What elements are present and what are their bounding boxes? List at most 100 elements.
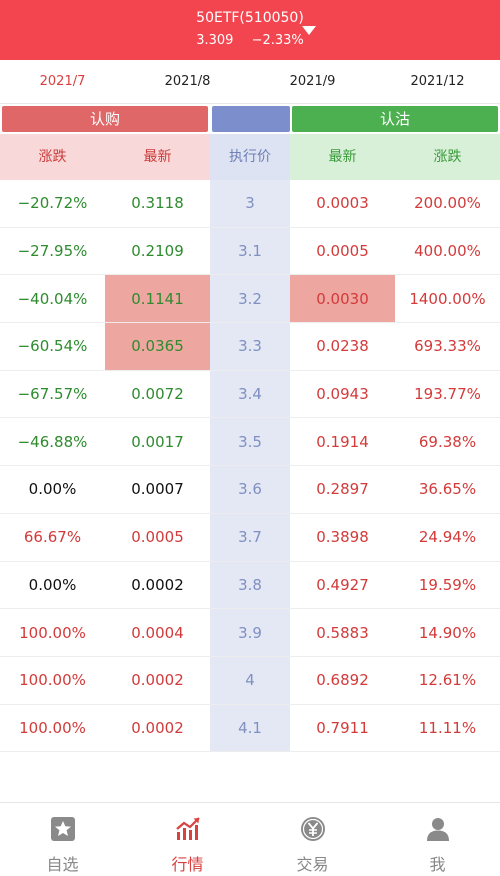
tab-month-3[interactable]: 2021/9 (289, 74, 336, 89)
column-headers: 涨跌 最新 执行价 最新 涨跌 (0, 134, 500, 180)
strike-cell: 3.3 (210, 323, 290, 370)
call-latest-cell[interactable]: 0.2109 (131, 242, 184, 261)
table-row[interactable]: −40.04% 0.1141 3.2 0.0030 1400.00% (0, 275, 500, 324)
app-header: 50ETF(510050) 3.309 −2.33% (0, 0, 500, 60)
call-latest-cell[interactable]: 0.0007 (131, 480, 184, 499)
yen-coin-icon (300, 817, 325, 841)
put-latest-cell[interactable]: 0.0943 (316, 385, 369, 404)
table-row[interactable]: 66.67% 0.0005 3.7 0.3898 24.94% (0, 513, 500, 562)
table-row[interactable]: 100.00% 0.0002 4.1 0.7911 11.11% (0, 704, 500, 753)
call-latest-cell[interactable]: 0.0017 (131, 432, 184, 451)
strike-cell: 4.1 (210, 704, 290, 752)
header-strike[interactable]: 执行价 (210, 134, 290, 180)
table-row[interactable]: −27.95% 0.2109 3.1 0.0005 400.00% (0, 227, 500, 276)
put-change-cell: 19.59% (418, 575, 477, 594)
call-latest-cell[interactable]: 0.0005 (131, 528, 184, 547)
put-latest-cell[interactable]: 0.0003 (316, 194, 369, 213)
put-latest-cell-highlighted[interactable]: 0.0030 (290, 275, 395, 323)
call-latest-cell[interactable]: 0.0002 (131, 718, 184, 737)
put-latest-cell[interactable]: 0.0005 (316, 242, 369, 261)
put-change-cell: 200.00% (414, 194, 481, 213)
call-change-cell: 100.00% (19, 718, 86, 737)
put-latest-cell[interactable]: 0.6892 (316, 671, 369, 690)
put-latest-cell[interactable]: 0.7911 (316, 718, 369, 737)
call-latest-cell-highlighted[interactable]: 0.1141 (105, 275, 210, 323)
put-change-cell: 36.65% (418, 480, 477, 499)
user-icon (426, 818, 449, 841)
call-change-cell: −60.54% (17, 337, 88, 356)
strike-cell: 3.5 (210, 418, 290, 466)
strike-cell: 3.9 (210, 609, 290, 656)
underlying-price: 3.309 (196, 33, 234, 48)
tab-me[interactable]: 我 (375, 803, 500, 876)
underlying-change: −2.33% (251, 33, 304, 48)
call-band: 认购 (2, 106, 208, 132)
tab-label: 我 (429, 855, 446, 874)
star-icon (50, 817, 75, 841)
table-row[interactable]: 0.00% 0.0002 3.8 0.4927 19.59% (0, 561, 500, 610)
call-latest-cell[interactable]: 0.0072 (131, 385, 184, 404)
put-latest-cell[interactable]: 0.4927 (316, 575, 369, 594)
call-change-cell: 0.00% (28, 575, 77, 594)
call-change-cell: −20.72% (17, 194, 88, 213)
put-latest-cell[interactable]: 0.0238 (316, 337, 369, 356)
tab-label: 交易 (296, 855, 329, 874)
strike-cell: 4 (210, 656, 290, 704)
strike-band (212, 106, 290, 132)
table-row[interactable]: −60.54% 0.0365 3.3 0.0238 693.33% (0, 323, 500, 371)
put-latest-cell[interactable]: 0.5883 (316, 623, 369, 642)
put-band: 认沽 (292, 106, 498, 132)
tab-watchlist[interactable]: 自选 (0, 803, 125, 876)
section-bands: 认购 认沽 (0, 104, 500, 134)
tab-market[interactable]: 行情 (125, 803, 250, 876)
underlying-title[interactable]: 50ETF(510050) (196, 10, 304, 26)
put-change-cell: 12.61% (418, 671, 477, 690)
header-call-change[interactable]: 涨跌 (0, 134, 105, 180)
strike-cell: 3.6 (210, 466, 290, 513)
call-change-cell: −40.04% (17, 289, 88, 308)
tab-month-1[interactable]: 2021/7 (39, 74, 86, 89)
tab-month-2[interactable]: 2021/8 (164, 74, 211, 89)
call-change-cell: 100.00% (19, 623, 86, 642)
underlying-selector[interactable]: 50ETF(510050) (0, 7, 500, 27)
call-change-cell: −27.95% (17, 242, 88, 261)
put-change-cell: 193.77% (414, 385, 481, 404)
underlying-quote: 3.309 −2.33% (0, 32, 500, 50)
call-change-cell: 0.00% (28, 480, 77, 499)
expiry-month-tabs: 2021/7 2021/8 2021/9 2021/12 (0, 60, 500, 104)
dropdown-caret-icon[interactable] (302, 26, 316, 35)
option-chain-table: −20.72% 0.3118 3 0.0003 200.00% −27.95% … (0, 180, 500, 753)
header-put-latest[interactable]: 最新 (290, 134, 395, 180)
strike-cell: 3.4 (210, 370, 290, 418)
call-change-cell: 100.00% (19, 671, 86, 690)
header-call-latest[interactable]: 最新 (105, 134, 210, 180)
put-latest-cell[interactable]: 0.3898 (316, 528, 369, 547)
table-row[interactable]: −67.57% 0.0072 3.4 0.0943 193.77% (0, 370, 500, 419)
table-row[interactable]: −20.72% 0.3118 3 0.0003 200.00% (0, 180, 500, 228)
put-change-cell: 69.38% (418, 432, 477, 451)
call-latest-cell[interactable]: 0.0002 (131, 671, 184, 690)
strike-cell: 3 (210, 180, 290, 227)
put-latest-cell[interactable]: 0.1914 (316, 432, 369, 451)
table-row[interactable]: 100.00% 0.0004 3.9 0.5883 14.90% (0, 609, 500, 657)
call-latest-cell-highlighted[interactable]: 0.0365 (105, 323, 210, 370)
call-change-cell: −67.57% (17, 385, 88, 404)
put-change-cell: 24.94% (418, 528, 477, 547)
call-change-cell: −46.88% (17, 432, 88, 451)
tab-label: 自选 (46, 855, 79, 874)
header-put-change[interactable]: 涨跌 (395, 134, 500, 180)
tab-month-4[interactable]: 2021/12 (410, 74, 465, 89)
call-latest-cell[interactable]: 0.0002 (131, 575, 184, 594)
strike-cell: 3.7 (210, 513, 290, 561)
strike-cell: 3.1 (210, 227, 290, 275)
strike-cell: 3.2 (210, 275, 290, 323)
put-latest-cell[interactable]: 0.2897 (316, 480, 369, 499)
table-row[interactable]: 100.00% 0.0002 4 0.6892 12.61% (0, 656, 500, 705)
put-change-cell: 14.90% (418, 623, 477, 642)
table-row[interactable]: 0.00% 0.0007 3.6 0.2897 36.65% (0, 466, 500, 514)
tab-trade[interactable]: 交易 (250, 803, 375, 876)
call-latest-cell[interactable]: 0.3118 (131, 194, 184, 213)
table-row[interactable]: −46.88% 0.0017 3.5 0.1914 69.38% (0, 418, 500, 467)
call-latest-cell[interactable]: 0.0004 (131, 623, 184, 642)
bottom-tab-bar: 自选 行情 交易 我 (0, 802, 500, 876)
